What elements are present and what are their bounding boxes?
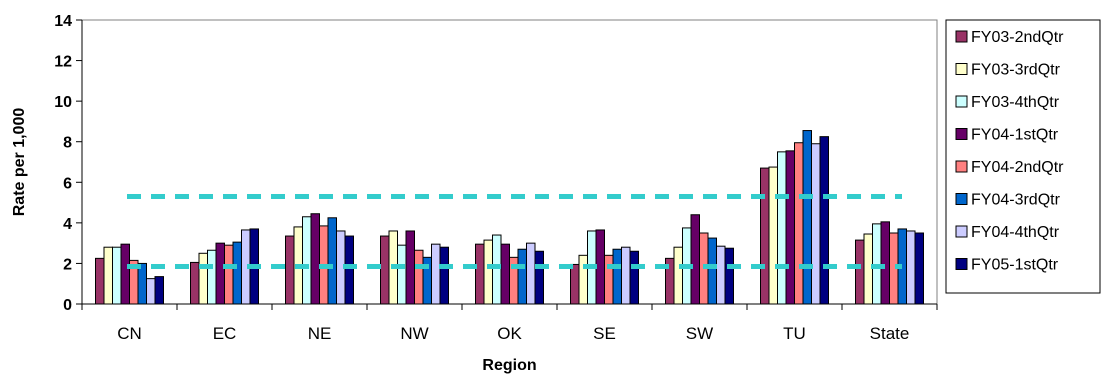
bar: [232, 241, 242, 305]
y-tick-label: 0: [63, 297, 72, 314]
bar: [500, 243, 510, 305]
bar: [207, 249, 217, 305]
x-tick-label: CN: [117, 324, 142, 343]
legend-label: FY03-2ndQtr: [971, 29, 1064, 46]
bar: [863, 233, 873, 305]
bar: [526, 242, 536, 305]
x-tick-label: OK: [497, 324, 522, 343]
bar: [534, 250, 544, 305]
bar: [621, 246, 631, 305]
bar: [483, 239, 493, 305]
bar: [855, 239, 865, 305]
bar: [310, 213, 320, 305]
bar: [724, 247, 734, 305]
y-tick-label: 2: [63, 256, 72, 273]
legend-swatch: [955, 258, 968, 270]
bar: [794, 142, 804, 305]
bar: [716, 245, 726, 305]
x-axis-title: Region: [482, 357, 536, 374]
bar: [872, 223, 882, 305]
bar: [285, 235, 295, 305]
bar: [190, 261, 200, 305]
bar: [344, 235, 354, 305]
y-tick-label: 14: [54, 13, 72, 30]
y-tick-label: 6: [63, 175, 72, 192]
bar: [880, 221, 890, 305]
x-tick-label: SW: [686, 324, 713, 343]
legend-label: FY04-3rdQtr: [971, 192, 1061, 209]
bar: [570, 263, 580, 305]
bar: [405, 230, 415, 305]
legend-label: FY03-4thQtr: [971, 94, 1060, 111]
bar: [327, 217, 337, 305]
x-tick-label: NE: [308, 324, 332, 343]
bar: [595, 229, 605, 305]
bar: [492, 234, 502, 305]
bar: [673, 246, 683, 305]
y-tick-label: 8: [63, 135, 72, 152]
bar: [768, 166, 778, 305]
legend-label: FY05-1stQtr: [971, 257, 1059, 274]
legend-label: FY03-3rdQtr: [971, 62, 1061, 79]
bar: [95, 257, 105, 305]
bar: [431, 243, 441, 305]
bar: [112, 246, 122, 305]
bar: [906, 230, 916, 305]
bar: [154, 276, 164, 305]
y-tick-label: 12: [54, 54, 72, 71]
bar: [146, 278, 156, 305]
legend-label: FY04-2ndQtr: [971, 159, 1064, 176]
bar: [612, 248, 622, 305]
bar: [198, 252, 208, 305]
legend-swatch: [955, 225, 968, 238]
x-tick-label: SE: [593, 324, 616, 343]
plot-area: 0 2 4 6 8 10 12 14 CN EC NE NW OK SE SW TU State: [54, 13, 938, 343]
legend-label: FY04-1stQtr: [971, 127, 1059, 144]
bar: [120, 243, 130, 305]
bar: [475, 243, 485, 305]
x-tick-label: EC: [213, 324, 237, 343]
bar: [707, 237, 717, 305]
bar: [414, 249, 424, 305]
bar: [224, 244, 234, 305]
bar: [103, 246, 113, 305]
bar: [137, 262, 147, 305]
bar: [785, 150, 795, 305]
legend-swatch: [955, 63, 968, 75]
bar: [517, 248, 527, 305]
legend: FY03-2ndQtr FY03-3rdQtr FY03-4thQtr FY04-1s…: [945, 19, 1101, 294]
x-tick-label: TU: [783, 324, 806, 343]
bar: [802, 130, 812, 305]
legend-swatch: [955, 193, 968, 205]
legend-swatch: [955, 128, 968, 140]
bar: [819, 136, 829, 305]
bar: [397, 244, 407, 305]
bar: [760, 167, 770, 305]
bar: [439, 246, 449, 305]
bar: [578, 254, 588, 305]
bar: [777, 151, 787, 305]
bar: [629, 250, 639, 305]
bar: [604, 254, 614, 305]
legend-swatch: [955, 160, 968, 173]
legend-label: FY04-4thQtr: [971, 224, 1060, 241]
y-tick-label: 10: [54, 94, 72, 111]
bar: [215, 242, 225, 305]
bar: [690, 214, 700, 305]
bar: [914, 232, 924, 305]
legend-box: [945, 19, 1101, 294]
bar: [302, 216, 312, 305]
x-tick-label: NW: [400, 324, 428, 343]
bar: [380, 235, 390, 305]
y-axis-title: Rate per 1,000: [11, 108, 28, 217]
legend-swatch: [955, 30, 968, 43]
x-tick-label: State: [870, 324, 910, 343]
legend-swatch: [955, 95, 968, 108]
y-tick-label: 4: [63, 216, 72, 233]
bar: [811, 143, 821, 305]
